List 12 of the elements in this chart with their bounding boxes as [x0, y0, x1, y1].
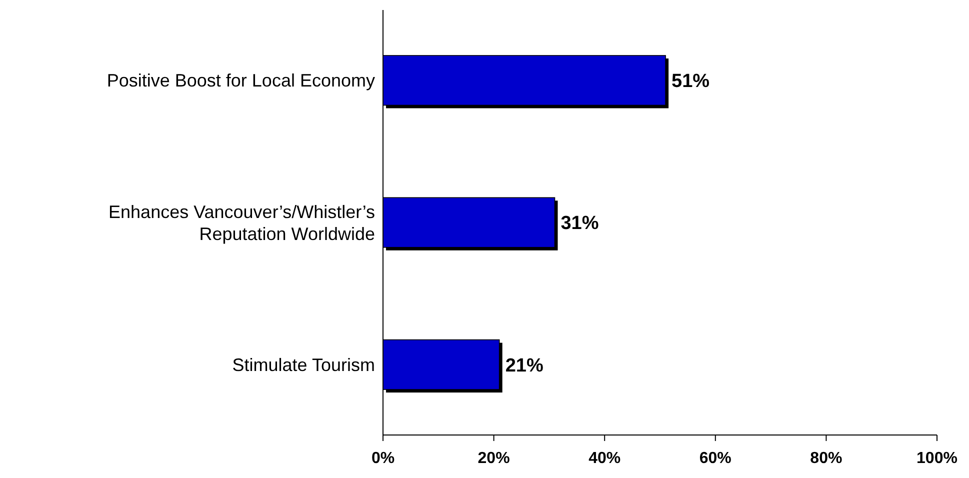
x-tick-label: 100%	[916, 450, 958, 467]
y-tick-label: Stimulate Tourism	[232, 354, 375, 375]
data-label: 51%	[672, 71, 710, 92]
y-tick-label: Enhances Vancouver’s/Whistler’s Reputation Worldwide	[108, 202, 375, 244]
x-tick-label: 20%	[478, 450, 510, 467]
data-label: 31%	[560, 213, 599, 234]
x-tick-label: 40%	[588, 450, 621, 467]
x-tick-label: 80%	[810, 450, 842, 467]
y-tick-label: Positive Boost for Local Economy	[106, 70, 375, 91]
x-tick-label: 60%	[699, 450, 732, 467]
data-label: 21%	[505, 355, 544, 376]
x-tick-label: 0%	[371, 450, 395, 467]
